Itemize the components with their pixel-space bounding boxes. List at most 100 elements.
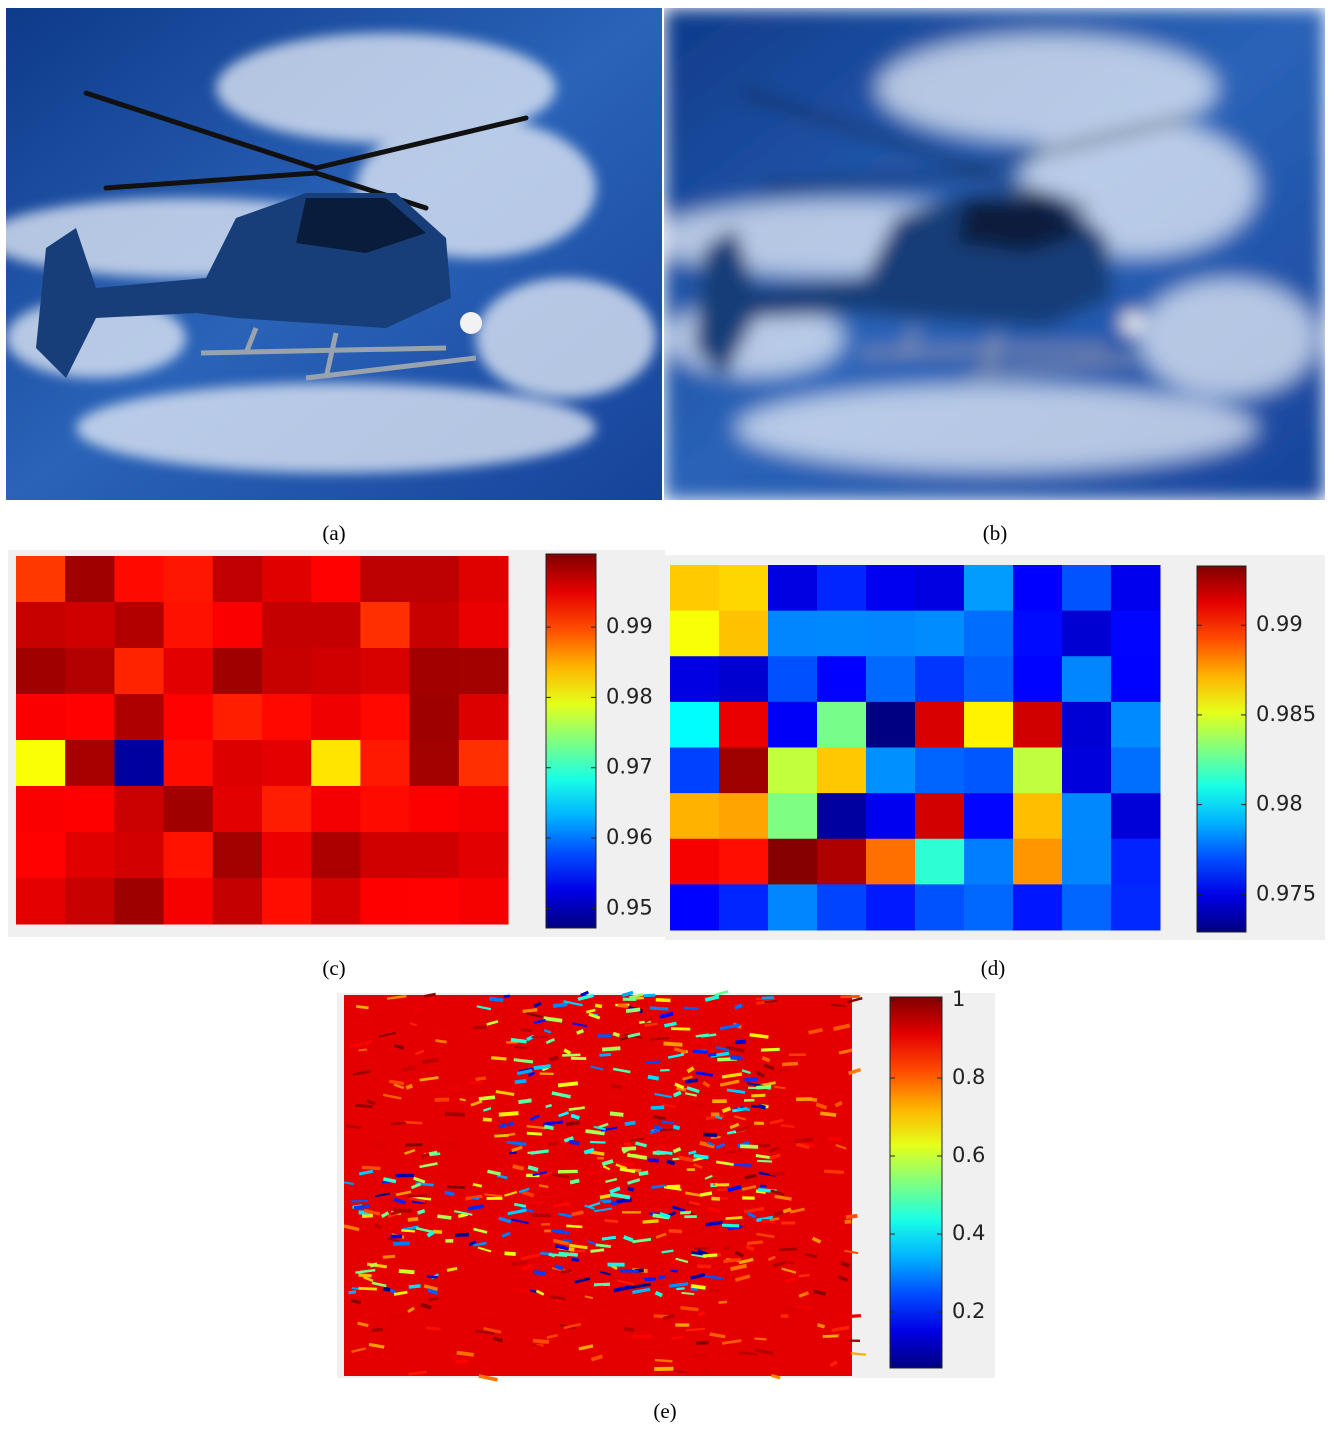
heatmap-streak: [718, 1302, 726, 1303]
heatmap-streak: [511, 1262, 527, 1264]
heatmap-cell: [311, 740, 361, 787]
heatmap-streak: [549, 1058, 558, 1060]
heatmap-streak: [406, 1086, 412, 1088]
heatmap-cell: [1013, 656, 1063, 702]
colorbar-tick-label: 0.8: [952, 1065, 985, 1089]
heatmap-cell: [964, 884, 1014, 930]
heatmap-streak: [571, 1259, 579, 1261]
heatmap-streak: [346, 1126, 361, 1128]
heatmap-cell: [817, 702, 867, 748]
heatmap-cell: [817, 748, 867, 794]
heatmap-streak: [544, 1126, 553, 1128]
heatmap-cell: [670, 656, 720, 702]
heatmap-streak: [725, 1248, 731, 1249]
heatmap-streak: [399, 1271, 415, 1272]
heatmap-cell: [817, 884, 867, 930]
heatmap-cell: [164, 740, 214, 787]
colorbar-tick-label: 0.6: [952, 1143, 985, 1167]
heatmap-streak: [472, 1198, 479, 1199]
heatmap-cell: [866, 611, 916, 657]
heatmap-streak: [445, 1114, 465, 1115]
heatmap-cell: [1111, 656, 1161, 702]
heatmap-streak: [594, 1284, 610, 1285]
heatmap-streak: [664, 1023, 676, 1025]
heatmap-streak: [747, 1242, 763, 1243]
heatmap-streak: [639, 1173, 648, 1175]
heatmap-cell: [964, 702, 1014, 748]
heatmap-streak: [422, 1060, 438, 1062]
heatmap-streak: [676, 1088, 685, 1090]
heatmap-cell: [768, 839, 818, 885]
heatmap-streak: [389, 1081, 404, 1083]
heatmap-cell: [1111, 565, 1161, 611]
heatmap-cell: [262, 602, 312, 649]
heatmap-cell: [410, 648, 460, 695]
heatmap-streak: [785, 1280, 795, 1282]
heatmap-streak: [489, 999, 503, 1001]
heatmap-streak: [354, 1206, 370, 1208]
heatmap-streak: [416, 1316, 423, 1317]
heatmap-streak: [349, 1292, 356, 1293]
heatmap-streak: [572, 1212, 584, 1214]
heatmap-streak: [540, 1253, 556, 1254]
heatmap-streak: [426, 1328, 440, 1329]
heatmap-cell: [213, 556, 263, 603]
heatmap-cell: [114, 602, 164, 649]
heatmap-cell: [360, 740, 410, 787]
heatmap-streak: [549, 1254, 555, 1256]
heatmap-streak: [650, 1008, 669, 1009]
heatmap-streak: [711, 1137, 721, 1138]
heatmap-streak: [370, 1264, 377, 1266]
heatmap-streak: [559, 1254, 578, 1255]
heatmap-cell: [164, 602, 214, 649]
heatmap-streak: [823, 1336, 839, 1337]
heatmap-streak: [616, 1164, 634, 1165]
heatmap-cell: [915, 884, 965, 930]
heatmap-cell: [866, 839, 916, 885]
heatmap-streak: [799, 1275, 810, 1276]
heatmap-cell: [1111, 884, 1161, 930]
heatmap-cell: [65, 878, 115, 925]
heatmap-cell: [262, 740, 312, 787]
heatmap-streak: [651, 1107, 664, 1108]
heatmap-cell: [719, 656, 769, 702]
heatmap-streak: [841, 996, 860, 997]
heatmap-streak: [351, 1301, 361, 1303]
colorbar-tick-label: 0.985: [1256, 702, 1316, 726]
heatmap-cell: [164, 556, 214, 603]
heatmap-cell: [915, 839, 965, 885]
heatmap-streak: [509, 1153, 517, 1154]
heatmap-streak: [613, 1033, 619, 1035]
heatmap-cell: [262, 694, 312, 741]
heatmap-streak: [523, 1010, 538, 1012]
heatmap-streak: [671, 1337, 684, 1338]
heatmap-streak: [691, 1286, 706, 1288]
heatmap-streak: [473, 1027, 485, 1028]
heatmap-streak: [603, 1201, 611, 1202]
heatmap-streak: [359, 1050, 367, 1051]
heatmap-streak: [580, 1210, 586, 1211]
heatmap-cell: [768, 611, 818, 657]
heatmap-cell: [360, 694, 410, 741]
heatmap-streak: [408, 1195, 427, 1196]
heatmap-cell: [164, 786, 214, 833]
photo-original: [0, 8, 662, 500]
heatmap-cell: [16, 740, 66, 787]
heatmap-cell: [114, 556, 164, 603]
heatmap-streak: [375, 1225, 381, 1228]
heatmap-cell: [670, 565, 720, 611]
heatmap-cell: [459, 648, 509, 695]
heatmap-cell: [719, 793, 769, 839]
heatmap-streak: [437, 1216, 451, 1218]
heatmap-cell: [311, 694, 361, 741]
heatmap-streak: [599, 1055, 611, 1056]
heatmap-streak: [476, 1078, 486, 1079]
heatmap-streak: [730, 1058, 742, 1059]
heatmap-streak: [566, 1123, 580, 1125]
heatmap-cell: [866, 884, 916, 930]
heatmap-cell: [311, 556, 361, 603]
heatmap-streak: [618, 1005, 628, 1006]
heatmap-cell: [915, 565, 965, 611]
heatmap: [670, 565, 1161, 931]
heatmap-streak: [566, 1226, 582, 1227]
